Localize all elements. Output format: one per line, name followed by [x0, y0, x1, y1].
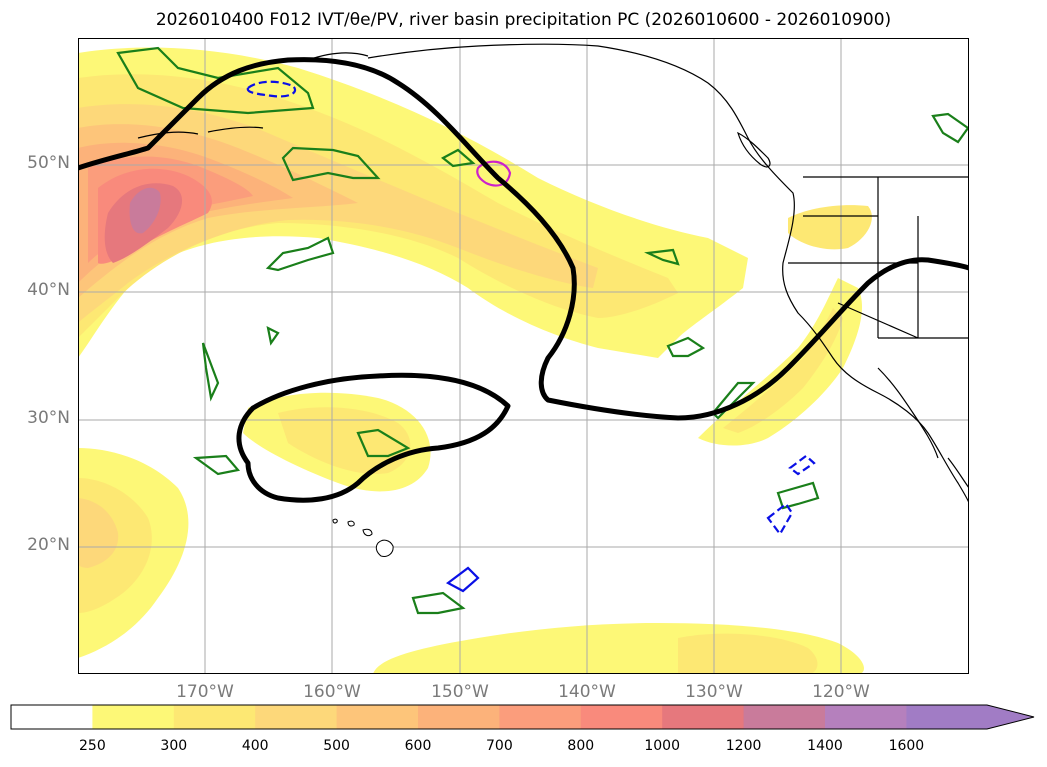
colorbar-segment: [173, 705, 256, 729]
blue-contours: [246, 80, 816, 593]
ivt-southern-band-inner: [678, 633, 818, 674]
jet-contour-south: [236, 372, 511, 503]
precip-contour-canada: [931, 112, 969, 144]
colorbar-tick-label: 1200: [725, 738, 762, 754]
lat-label-20n: 20°N: [27, 535, 70, 555]
colorbar-tick-label: 700: [486, 738, 513, 754]
lon-label-150w: 150°W: [431, 682, 489, 702]
lon-label-120w: 120°W: [812, 682, 870, 702]
us-state-borders: [788, 177, 969, 339]
precip-contour-alaska: [116, 46, 315, 115]
precip-contour-east-pac: [776, 481, 820, 510]
colorbar-tick-label: 500: [323, 738, 350, 754]
jet-contours: [78, 57, 969, 503]
north-america-coast: [367, 43, 969, 504]
lat-label-40n: 40°N: [27, 280, 70, 300]
ivt-subtropical-blob-inner: [278, 407, 411, 474]
colorbar-tick-label: 1000: [644, 738, 680, 754]
blue-contour-south: [445, 566, 480, 593]
precip-contour-misc-1: [201, 342, 220, 402]
colorbar-tick-label: 400: [241, 738, 269, 754]
colorbar-segment: [499, 705, 582, 729]
lat-label-30n: 30°N: [27, 408, 70, 428]
precip-contour-hawaii-north: [356, 428, 411, 458]
colorbar-tick-label: 800: [567, 738, 595, 754]
magenta-contour: [476, 160, 512, 187]
hawaii-kauai: [332, 518, 338, 524]
ivt-southwest-blob-core: [78, 498, 119, 568]
precip-contour-east: [441, 148, 476, 168]
colorbar-segment: [825, 705, 907, 729]
jet-contour-north: [78, 57, 969, 421]
colorbar-segment: [255, 705, 338, 729]
graticule: [78, 38, 969, 674]
lon-label-160w: 160°W: [303, 682, 361, 702]
colorbar-segment: [743, 705, 826, 729]
hawaii-oahu: [347, 520, 355, 527]
colorbar-tick-label: 250: [79, 738, 106, 754]
precip-contour-gulf: [281, 146, 381, 182]
colorbar-tick-label: 600: [404, 738, 432, 754]
hawaii-maui: [362, 528, 373, 537]
colorbar: [10, 704, 1035, 730]
blue-contour-east-small: [788, 454, 816, 476]
map-title: 2026010400 F012 IVT/θe/PV, river basin p…: [155, 10, 892, 30]
colorbar-segment: [418, 705, 500, 729]
islands: [332, 518, 394, 557]
colorbar-segment: [92, 705, 175, 729]
lon-label-130w: 130°W: [685, 682, 743, 702]
vancouver-island: [737, 131, 771, 168]
colorbar-segment: [11, 705, 93, 729]
hawaii-main: [375, 539, 394, 557]
lon-label-140w: 140°W: [558, 682, 616, 702]
colorbar-tick-label: 1400: [807, 738, 843, 754]
precip-contour-misc-2: [266, 326, 280, 346]
map-panel: [78, 38, 969, 674]
lat-label-50n: 50°N: [27, 153, 70, 173]
colorbar-segment: [580, 705, 663, 729]
colorbar-segment: [662, 705, 745, 729]
baja-coast: [877, 367, 969, 489]
blue-contour-east-dashed: [766, 502, 794, 536]
precip-contour-south: [411, 591, 466, 615]
precip-contour-ca-coast: [711, 381, 756, 420]
colorbar-segment: [906, 705, 1034, 729]
precip-contour-aleut: [265, 236, 335, 272]
precip-contour-tropics: [666, 336, 706, 358]
precip-contour-midpac: [644, 248, 680, 266]
lon-label-170w: 170°W: [176, 682, 234, 702]
coastlines: [137, 43, 969, 504]
colorbar-segment: [336, 705, 419, 729]
precip-pc-contours: [116, 46, 969, 615]
colorbar-tick-label: 1600: [888, 738, 925, 754]
colorbar-outline: [10, 704, 1035, 730]
ivt-band-1200: [129, 187, 161, 234]
colorbar-tick-label: 300: [160, 738, 188, 754]
precip-contour-west: [192, 454, 241, 476]
